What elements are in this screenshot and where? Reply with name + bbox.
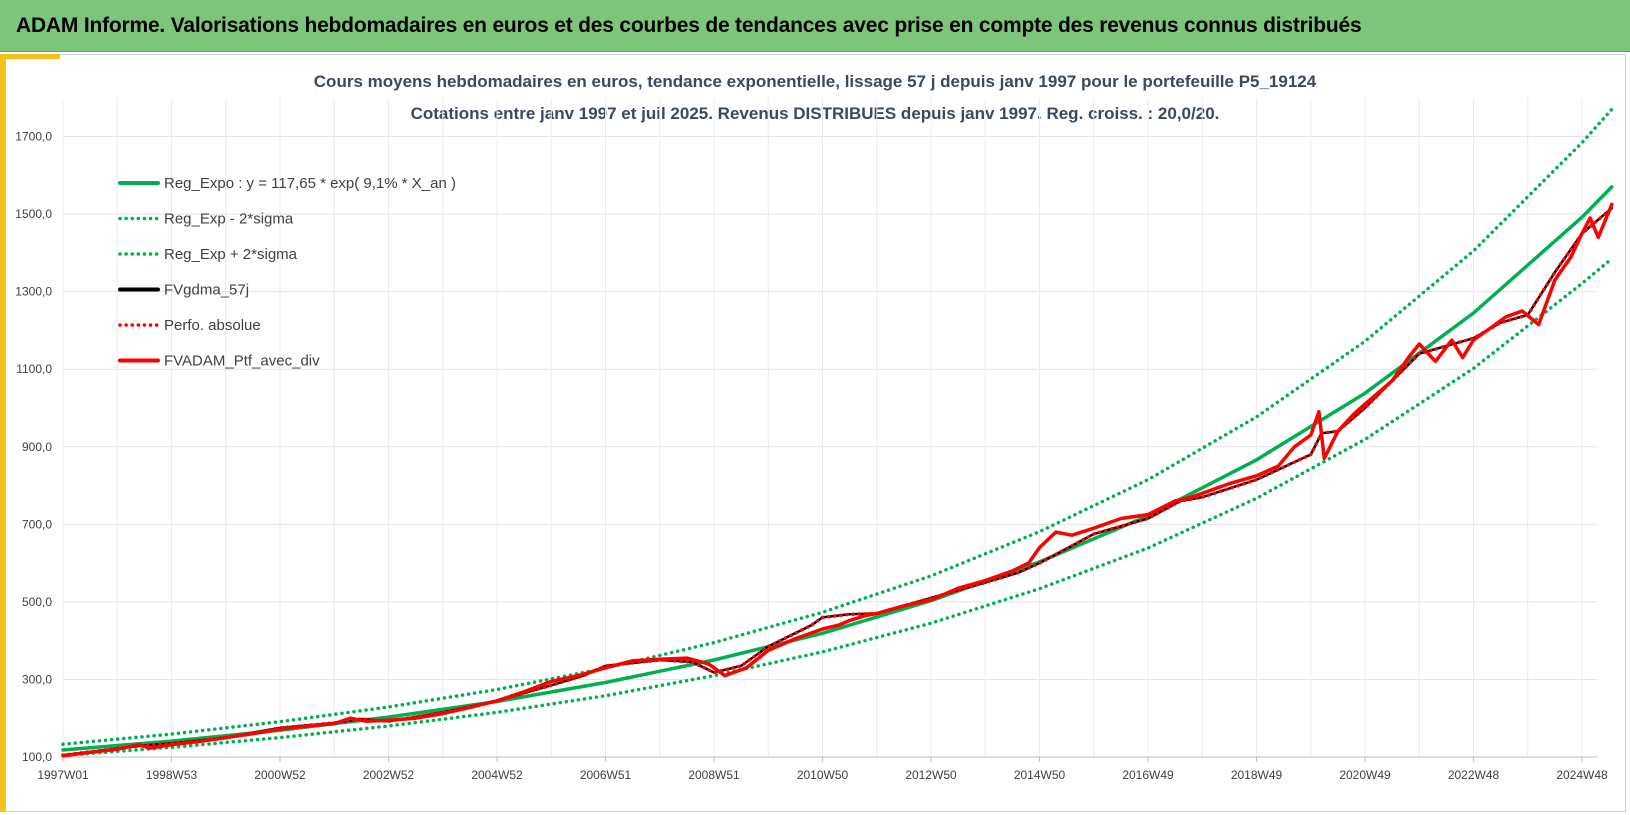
y-tick-label: 900,0: [22, 440, 52, 454]
x-tick-label: 2006W51: [580, 768, 632, 782]
legend-label: Reg_Expo : y = 117,65 * exp( 9,1% * X_an…: [164, 175, 456, 192]
y-tick-label: 1100,0: [16, 362, 52, 376]
accent-bar-top: [0, 54, 60, 59]
axis-layer: 100,0 300,0 500,0 700,0 900,0 1100,0 1300,0 150…: [15, 130, 1608, 783]
x-tick-label: 2008W51: [688, 768, 740, 782]
x-tick-label: 2024W48: [1556, 768, 1608, 782]
x-tick-label: 2014W50: [1014, 768, 1066, 782]
y-tick-label: 500,0: [22, 595, 52, 609]
legend-label: Reg_Exp - 2*sigma: [164, 211, 294, 228]
x-tick-label: 1998W53: [146, 768, 198, 782]
series-line-0: [61, 185, 1614, 752]
legend-label: Reg_Exp + 2*sigma: [164, 246, 298, 263]
series-line-1: [61, 256, 1614, 758]
legend-label: FVgdma_57j: [164, 282, 249, 299]
y-tick-label: 1500,0: [15, 207, 52, 221]
series-line-2: [61, 107, 1614, 746]
series-line-4: [61, 206, 1614, 757]
y-tick-label: 1300,0: [15, 285, 52, 299]
series-line-5: [61, 202, 1614, 758]
x-tick-label: 2018W49: [1231, 768, 1283, 782]
legend-label: FVADAM_Ptf_avec_div: [164, 353, 320, 370]
grid-layer: [62, 98, 1597, 758]
y-tick-label: 300,0: [22, 672, 52, 686]
x-tick-label: 2016W49: [1122, 768, 1174, 782]
legend: Reg_Expo : y = 117,65 * exp( 9,1% * X_an…: [118, 175, 456, 370]
series-layer: [61, 107, 1614, 758]
header-banner: ADAM Informe. Valorisations hebdomadaire…: [0, 0, 1630, 52]
x-tick-label: 2004W52: [471, 768, 523, 782]
chart-subtitle: Cotations entre janv 1997 et juil 2025. …: [410, 104, 1220, 123]
banner-title: ADAM Informe. Valorisations hebdomadaire…: [16, 14, 1362, 37]
series-line-3: [61, 206, 1614, 757]
x-tick-label: 2020W49: [1339, 768, 1391, 782]
accent-bar-left: [0, 54, 6, 812]
x-tick-label: 1997W01: [37, 768, 89, 782]
x-tick-label: 2010W50: [797, 768, 849, 782]
y-tick-label: 1700,0: [15, 130, 52, 144]
x-tick-label: 2022W48: [1448, 768, 1500, 782]
chart-title: Cours moyens hebdomadaires en euros, ten…: [313, 72, 1317, 91]
y-tick-label: 700,0: [22, 517, 52, 531]
x-tick-label: 2000W52: [254, 768, 306, 782]
y-tick-label: 100,0: [22, 750, 52, 764]
legend-label: Perfo. absolue: [164, 317, 261, 334]
x-tick-label: 2002W52: [363, 768, 415, 782]
x-tick-label: 2012W50: [905, 768, 957, 782]
